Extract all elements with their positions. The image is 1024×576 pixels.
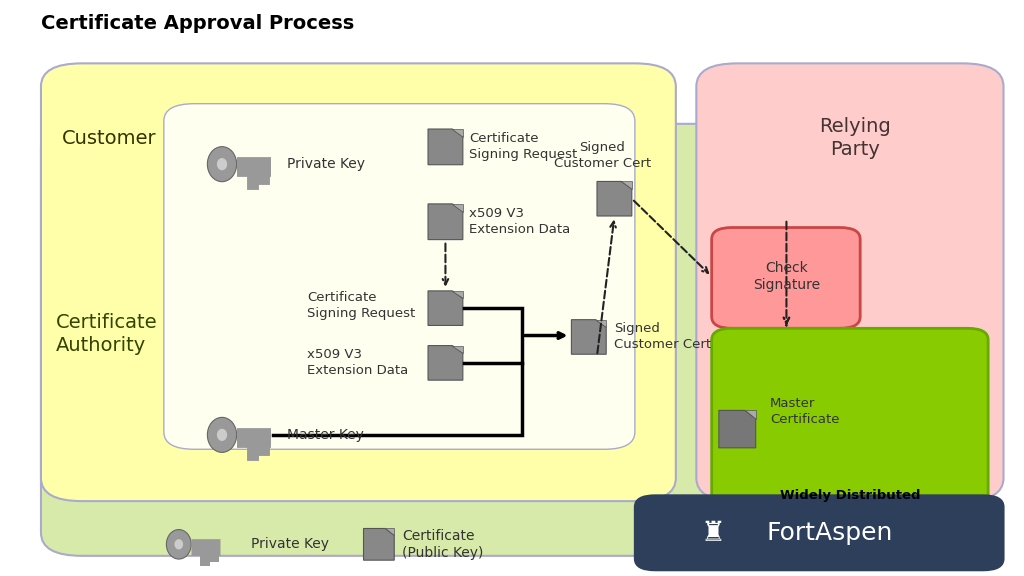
FancyBboxPatch shape bbox=[41, 124, 963, 556]
Polygon shape bbox=[385, 529, 394, 536]
Ellipse shape bbox=[174, 539, 183, 550]
Text: Certificate
Signing Request: Certificate Signing Request bbox=[469, 132, 578, 161]
FancyBboxPatch shape bbox=[712, 328, 988, 518]
FancyBboxPatch shape bbox=[712, 228, 860, 328]
Polygon shape bbox=[428, 346, 463, 380]
FancyBboxPatch shape bbox=[696, 63, 1004, 501]
Text: Certificate
Authority: Certificate Authority bbox=[56, 313, 158, 355]
Polygon shape bbox=[622, 181, 632, 189]
Text: Private Key: Private Key bbox=[287, 157, 365, 171]
Ellipse shape bbox=[166, 529, 191, 559]
Text: Certificate
Signing Request: Certificate Signing Request bbox=[307, 291, 416, 320]
Polygon shape bbox=[428, 291, 463, 325]
Polygon shape bbox=[744, 410, 756, 419]
Polygon shape bbox=[428, 129, 463, 165]
Text: Certificate
(Public Key): Certificate (Public Key) bbox=[402, 529, 483, 560]
Polygon shape bbox=[453, 346, 463, 353]
FancyBboxPatch shape bbox=[635, 495, 1004, 570]
Text: Customer: Customer bbox=[61, 129, 156, 147]
Ellipse shape bbox=[207, 147, 237, 181]
Ellipse shape bbox=[217, 158, 227, 170]
Polygon shape bbox=[428, 204, 463, 240]
Polygon shape bbox=[719, 410, 756, 448]
Text: ♜: ♜ bbox=[700, 519, 725, 547]
Ellipse shape bbox=[207, 418, 237, 452]
Ellipse shape bbox=[217, 429, 227, 441]
Polygon shape bbox=[453, 129, 463, 137]
Polygon shape bbox=[364, 529, 394, 560]
Text: Master
Certificate: Master Certificate bbox=[770, 397, 840, 426]
Text: FortAspen: FortAspen bbox=[766, 521, 893, 545]
Polygon shape bbox=[453, 291, 463, 298]
Polygon shape bbox=[453, 204, 463, 212]
Polygon shape bbox=[597, 181, 632, 216]
Text: Signed
Customer Cert: Signed Customer Cert bbox=[554, 141, 650, 170]
Text: Check
Signature: Check Signature bbox=[753, 261, 820, 292]
Polygon shape bbox=[571, 320, 606, 354]
Text: x509 V3
Extension Data: x509 V3 Extension Data bbox=[469, 207, 570, 236]
Text: Master Key: Master Key bbox=[287, 428, 364, 442]
Text: Widely Distributed: Widely Distributed bbox=[779, 489, 921, 502]
Text: Signed
Customer Cert: Signed Customer Cert bbox=[614, 323, 712, 351]
Text: Relying
Party: Relying Party bbox=[819, 117, 891, 160]
Polygon shape bbox=[596, 320, 606, 327]
Text: Private Key: Private Key bbox=[251, 537, 329, 551]
FancyBboxPatch shape bbox=[41, 63, 676, 501]
Text: x509 V3
Extension Data: x509 V3 Extension Data bbox=[307, 348, 409, 377]
FancyBboxPatch shape bbox=[164, 104, 635, 449]
Text: Certificate Approval Process: Certificate Approval Process bbox=[41, 14, 354, 33]
